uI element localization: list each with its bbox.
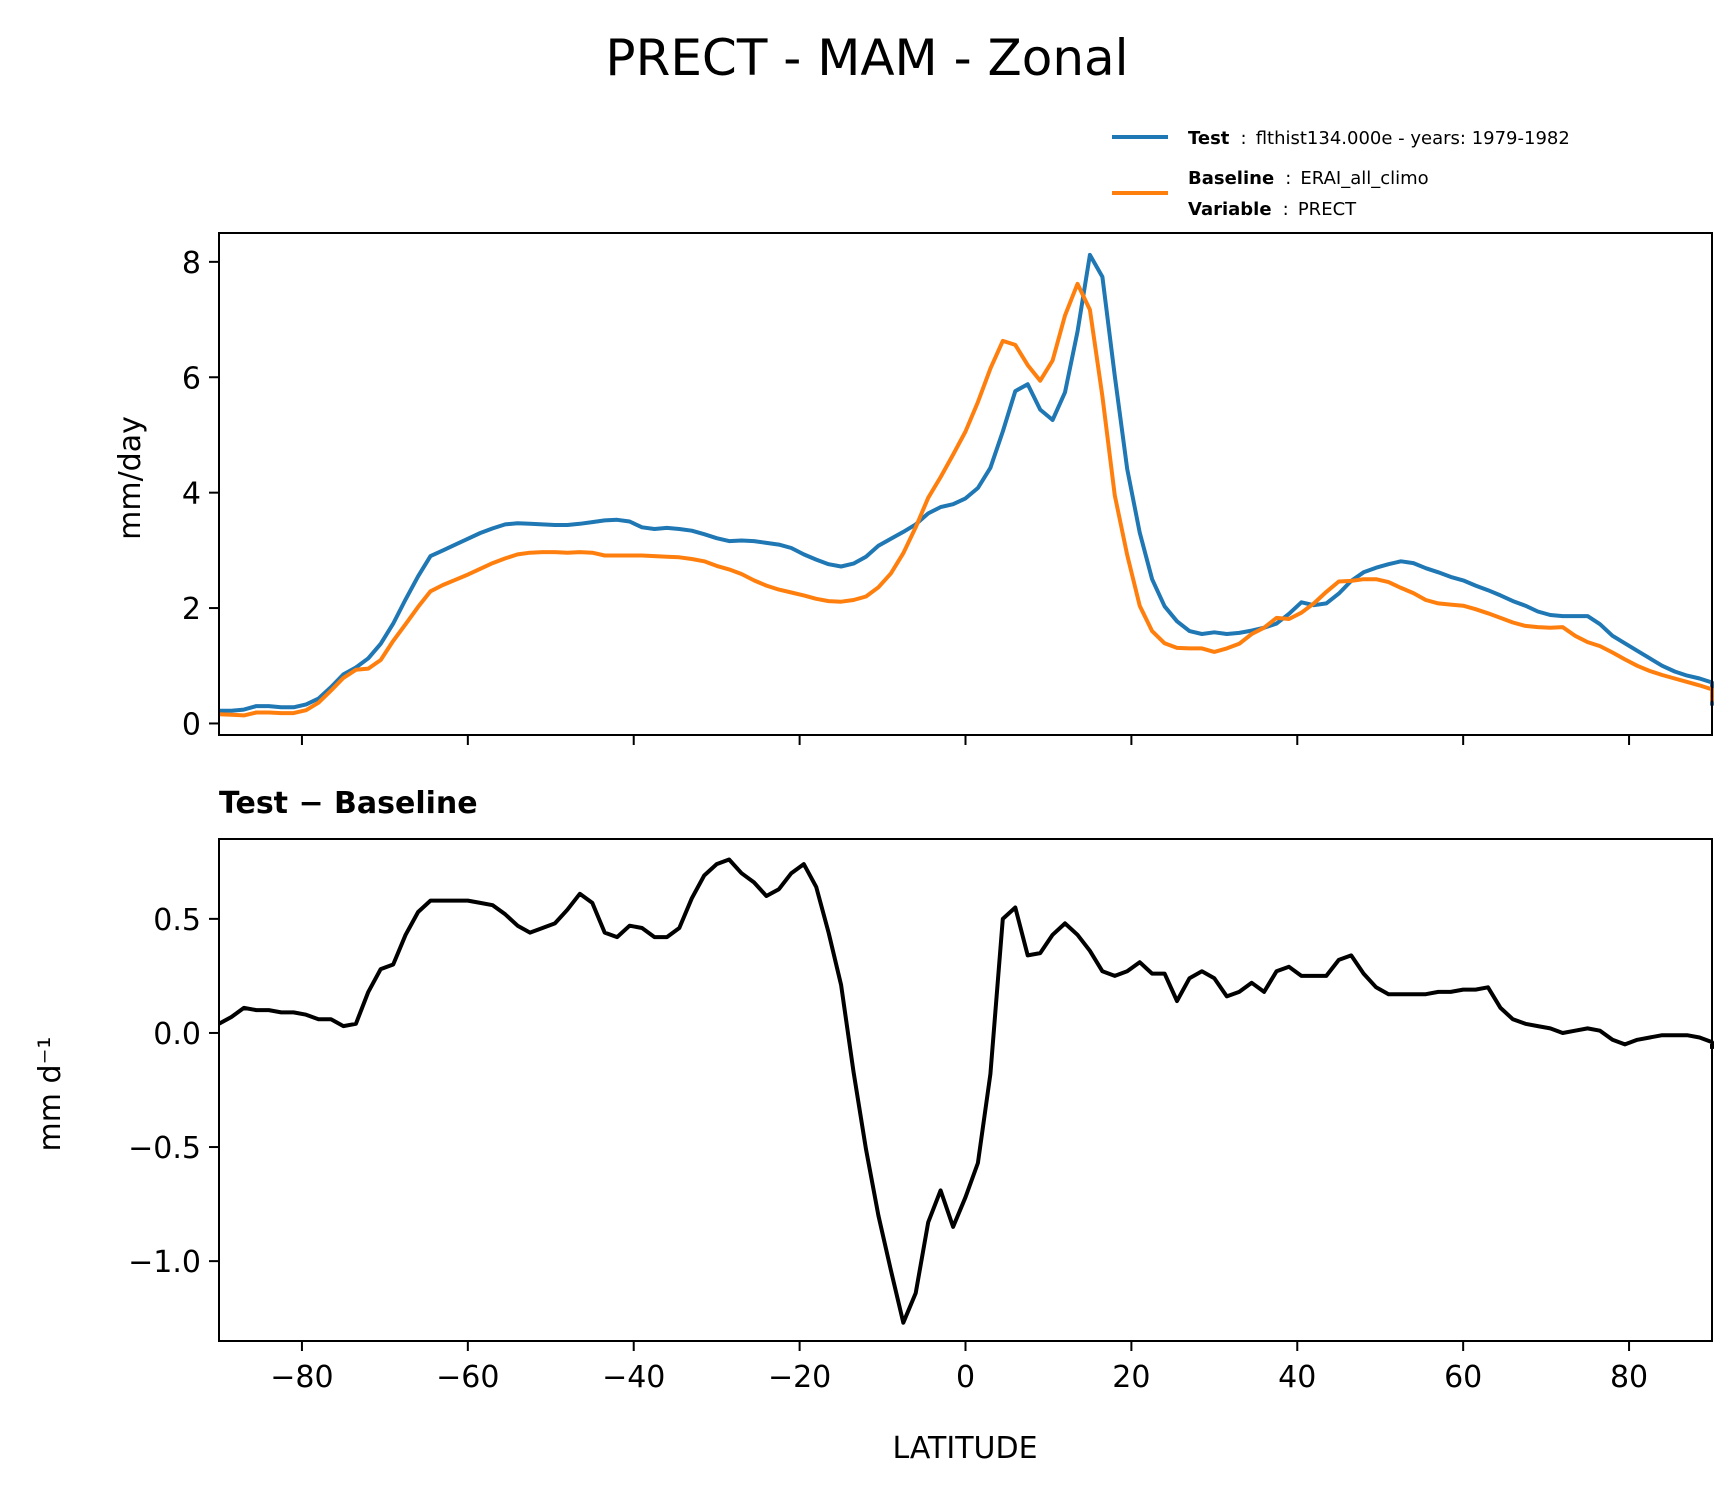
legend: Test : flthist134.000e - years: 1979-198…	[1112, 128, 1570, 220]
top-plot-frame	[218, 232, 1713, 736]
legend-variable-sep: :	[1283, 199, 1289, 220]
bot-x-tick-label: 60	[1444, 1360, 1482, 1395]
top-series-group	[218, 252, 1714, 718]
bot-x-tick-label: 80	[1610, 1360, 1648, 1395]
top-y-ticks: 0 2 4 6 8	[182, 246, 219, 742]
legend-variable-key: Variable	[1188, 199, 1272, 220]
figure-title: PRECT - MAM - Zonal	[605, 29, 1128, 87]
bottom-x-ticks: −80 −60 −40 −20 0 20 40 60 80	[270, 1341, 1648, 1395]
legend-test-key: Test	[1188, 128, 1230, 149]
top-x-ticks	[300, 735, 1631, 745]
bot-y-tick-label: −0.5	[128, 1131, 201, 1166]
bot-y-tick-label: −1.0	[128, 1245, 201, 1280]
bottom-panel: Test − Baseline mm d⁻¹ −1.0 −0.5 0.0 0.5 −8…	[33, 786, 1714, 1466]
bot-x-tick-label: −60	[436, 1360, 499, 1395]
top-y-tick-label: 6	[182, 361, 201, 396]
legend-test-sep: :	[1241, 128, 1247, 149]
legend-test-value: flthist134.000e - years: 1979-1982	[1256, 128, 1570, 149]
bottom-series-group	[218, 857, 1714, 1325]
bot-x-tick-label: 40	[1278, 1360, 1316, 1395]
bot-difference-line	[218, 857, 1714, 1325]
bottom-y-axis-label: mm d⁻¹	[33, 1037, 68, 1152]
top-panel: mm/day 0 2 4 6 8	[113, 232, 1714, 745]
legend-variable-entry: Variable : PRECT	[1188, 199, 1357, 220]
legend-test-entry: Test : flthist134.000e - years: 1979-198…	[1188, 128, 1570, 149]
top-y-tick-label: 0	[182, 707, 201, 742]
bottom-subtitle: Test − Baseline	[219, 786, 478, 821]
legend-variable-value: PRECT	[1298, 199, 1357, 220]
bottom-plot-frame	[218, 838, 1713, 1342]
bot-y-tick-label: 0.0	[153, 1017, 201, 1052]
bot-x-tick-label: 0	[956, 1360, 975, 1395]
legend-baseline-sep: :	[1285, 168, 1291, 189]
top-test-line	[219, 252, 1714, 713]
bot-x-tick-label: 20	[1112, 1360, 1150, 1395]
legend-baseline-entry: Baseline : ERAI_all_climo	[1188, 168, 1429, 189]
legend-baseline-key: Baseline	[1188, 168, 1274, 189]
x-axis-label: LATITUDE	[892, 1431, 1037, 1466]
bot-x-tick-label: −40	[602, 1360, 665, 1395]
top-y-tick-label: 2	[182, 592, 201, 627]
bottom-y-ticks: −1.0 −0.5 0.0 0.5	[128, 903, 219, 1280]
bot-y-tick-label: 0.5	[153, 903, 201, 938]
bot-x-tick-label: −20	[768, 1360, 831, 1395]
top-y-tick-label: 8	[182, 246, 201, 281]
top-y-axis-label: mm/day	[113, 416, 148, 540]
legend-baseline-value: ERAI_all_climo	[1300, 168, 1428, 189]
top-y-tick-label: 4	[182, 477, 201, 512]
bot-x-tick-label: −80	[270, 1360, 333, 1395]
top-baseline-line	[218, 281, 1714, 718]
